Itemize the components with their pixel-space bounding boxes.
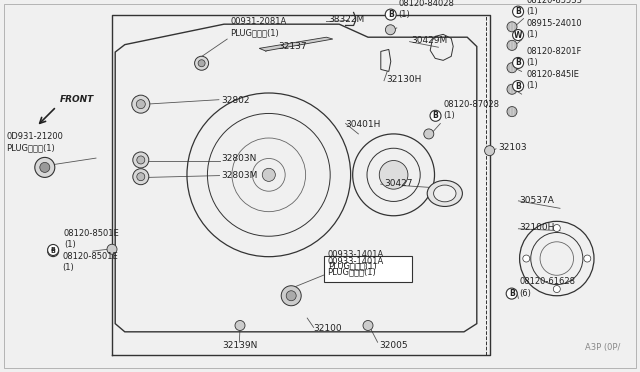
Text: 32103: 32103: [498, 143, 527, 152]
Polygon shape: [259, 37, 333, 51]
Text: 00933-1401A
PLUGプラグ(1): 00933-1401A PLUGプラグ(1): [328, 250, 384, 270]
Circle shape: [430, 110, 441, 121]
Circle shape: [513, 57, 524, 68]
Text: 08120-85533
(1): 08120-85533 (1): [526, 0, 582, 16]
Text: 32137: 32137: [278, 42, 307, 51]
Circle shape: [133, 152, 149, 168]
Text: 30427: 30427: [384, 179, 413, 187]
Circle shape: [107, 244, 117, 254]
Text: 08120-87028
(1): 08120-87028 (1): [444, 100, 499, 120]
Text: 32005: 32005: [380, 341, 408, 350]
Circle shape: [506, 288, 517, 299]
Text: 32802: 32802: [221, 96, 250, 105]
Ellipse shape: [428, 180, 462, 206]
Text: 32100H: 32100H: [520, 223, 555, 232]
Text: 38322M: 38322M: [328, 15, 365, 24]
Text: 00931-2081A
PLUGプラグ(1): 00931-2081A PLUGプラグ(1): [230, 17, 287, 37]
Text: 08120-845lE
(1): 08120-845lE (1): [526, 70, 579, 90]
Circle shape: [523, 255, 530, 262]
Circle shape: [195, 56, 209, 70]
Text: B: B: [433, 111, 438, 120]
Text: 32803M: 32803M: [221, 171, 257, 180]
Text: 32100: 32100: [314, 324, 342, 333]
Bar: [324, 256, 412, 282]
Text: 32130H: 32130H: [386, 76, 421, 84]
Circle shape: [137, 173, 145, 181]
Text: B: B: [515, 58, 521, 67]
Text: B: B: [51, 248, 56, 254]
Text: B: B: [515, 81, 521, 90]
Text: FRONT: FRONT: [60, 94, 93, 103]
Text: W: W: [514, 31, 522, 39]
Text: 08120-84028
(1): 08120-84028 (1): [399, 0, 454, 19]
Circle shape: [35, 157, 55, 177]
Text: 08120-61628
(6): 08120-61628 (6): [520, 278, 576, 298]
Circle shape: [484, 146, 495, 155]
Ellipse shape: [434, 185, 456, 202]
Circle shape: [132, 95, 150, 113]
Text: B: B: [515, 7, 521, 16]
Circle shape: [198, 60, 205, 67]
Circle shape: [513, 6, 524, 17]
Circle shape: [40, 163, 50, 172]
Text: 08915-24010
(1): 08915-24010 (1): [526, 19, 582, 39]
Text: B: B: [51, 247, 56, 253]
Circle shape: [507, 84, 517, 94]
Circle shape: [385, 9, 396, 20]
Text: 0D931-21200
PLUGプラグ(1): 0D931-21200 PLUGプラグ(1): [6, 132, 63, 153]
Circle shape: [424, 129, 434, 139]
Text: 08120-8501E
(1): 08120-8501E (1): [64, 229, 120, 249]
Circle shape: [286, 291, 296, 301]
Circle shape: [235, 321, 245, 330]
Text: 08120-8501E
(1): 08120-8501E (1): [63, 252, 118, 272]
Circle shape: [380, 161, 408, 189]
Text: 32139N: 32139N: [223, 341, 258, 350]
Circle shape: [554, 225, 560, 231]
Circle shape: [136, 100, 145, 109]
Circle shape: [507, 22, 517, 32]
Circle shape: [363, 321, 373, 330]
Circle shape: [47, 246, 59, 257]
Text: A3P (0P/: A3P (0P/: [586, 343, 621, 352]
Text: 30537A: 30537A: [520, 196, 554, 205]
Circle shape: [281, 286, 301, 306]
Circle shape: [507, 41, 517, 50]
Circle shape: [554, 286, 560, 292]
Circle shape: [584, 255, 591, 262]
Circle shape: [385, 25, 396, 35]
Text: 00933-1401A
PLUGプラグ(1): 00933-1401A PLUGプラグ(1): [328, 257, 383, 277]
Text: B: B: [509, 289, 515, 298]
Text: B: B: [388, 10, 394, 19]
Circle shape: [507, 63, 517, 73]
Circle shape: [513, 29, 524, 41]
Circle shape: [513, 80, 524, 92]
Circle shape: [262, 168, 275, 182]
Circle shape: [137, 156, 145, 164]
Text: 08120-8201F
(1): 08120-8201F (1): [526, 47, 582, 67]
Text: 30429M: 30429M: [412, 36, 448, 45]
Circle shape: [133, 169, 149, 185]
Text: 32803N: 32803N: [221, 154, 256, 163]
Circle shape: [47, 244, 59, 256]
Circle shape: [507, 107, 517, 116]
Text: 30401H: 30401H: [346, 120, 381, 129]
